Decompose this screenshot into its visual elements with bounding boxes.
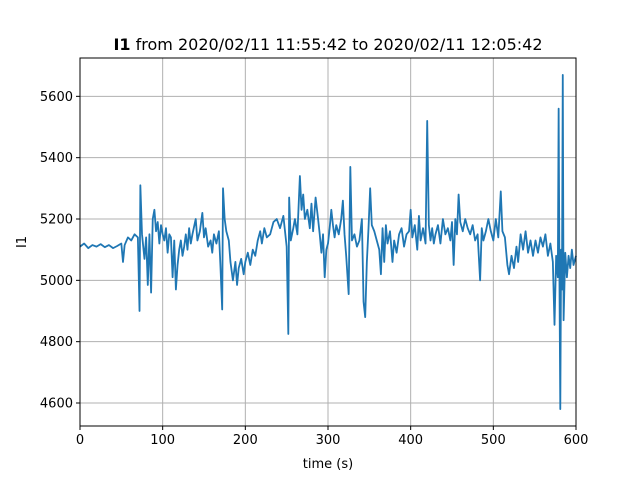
x-tick-label: 600 — [564, 433, 589, 448]
x-axis-label: time (s) — [303, 457, 353, 472]
chart-title: I1 from 2020/02/11 11:55:42 to 2020/02/1… — [113, 35, 542, 54]
x-tick-label: 0 — [76, 433, 84, 448]
y-tick-label: 5000 — [40, 274, 73, 289]
y-tick-label: 4600 — [40, 397, 73, 412]
y-tick-label: 5200 — [40, 213, 73, 228]
y-tick-label: 4800 — [40, 335, 73, 350]
grid — [79, 58, 577, 426]
y-axis-label: I1 — [15, 236, 30, 248]
y-tick-label: 5400 — [40, 151, 73, 166]
x-tick-label: 400 — [398, 433, 423, 448]
x-tick-label: 300 — [316, 433, 341, 448]
chart-title-bold: I1 — [113, 35, 130, 54]
x-tick-label: 200 — [233, 433, 258, 448]
series-line — [79, 73, 577, 411]
x-tick-label: 500 — [481, 433, 506, 448]
series-layer — [79, 73, 577, 411]
chart-title-rest: from 2020/02/11 11:55:42 to 2020/02/11 1… — [131, 35, 543, 54]
y-tick-label: 5600 — [40, 90, 73, 105]
ticks: 0 100 200 300 400 500 600 4600 4800 5000 5200 5400 5… — [40, 90, 589, 448]
x-tick-label: 100 — [150, 433, 175, 448]
